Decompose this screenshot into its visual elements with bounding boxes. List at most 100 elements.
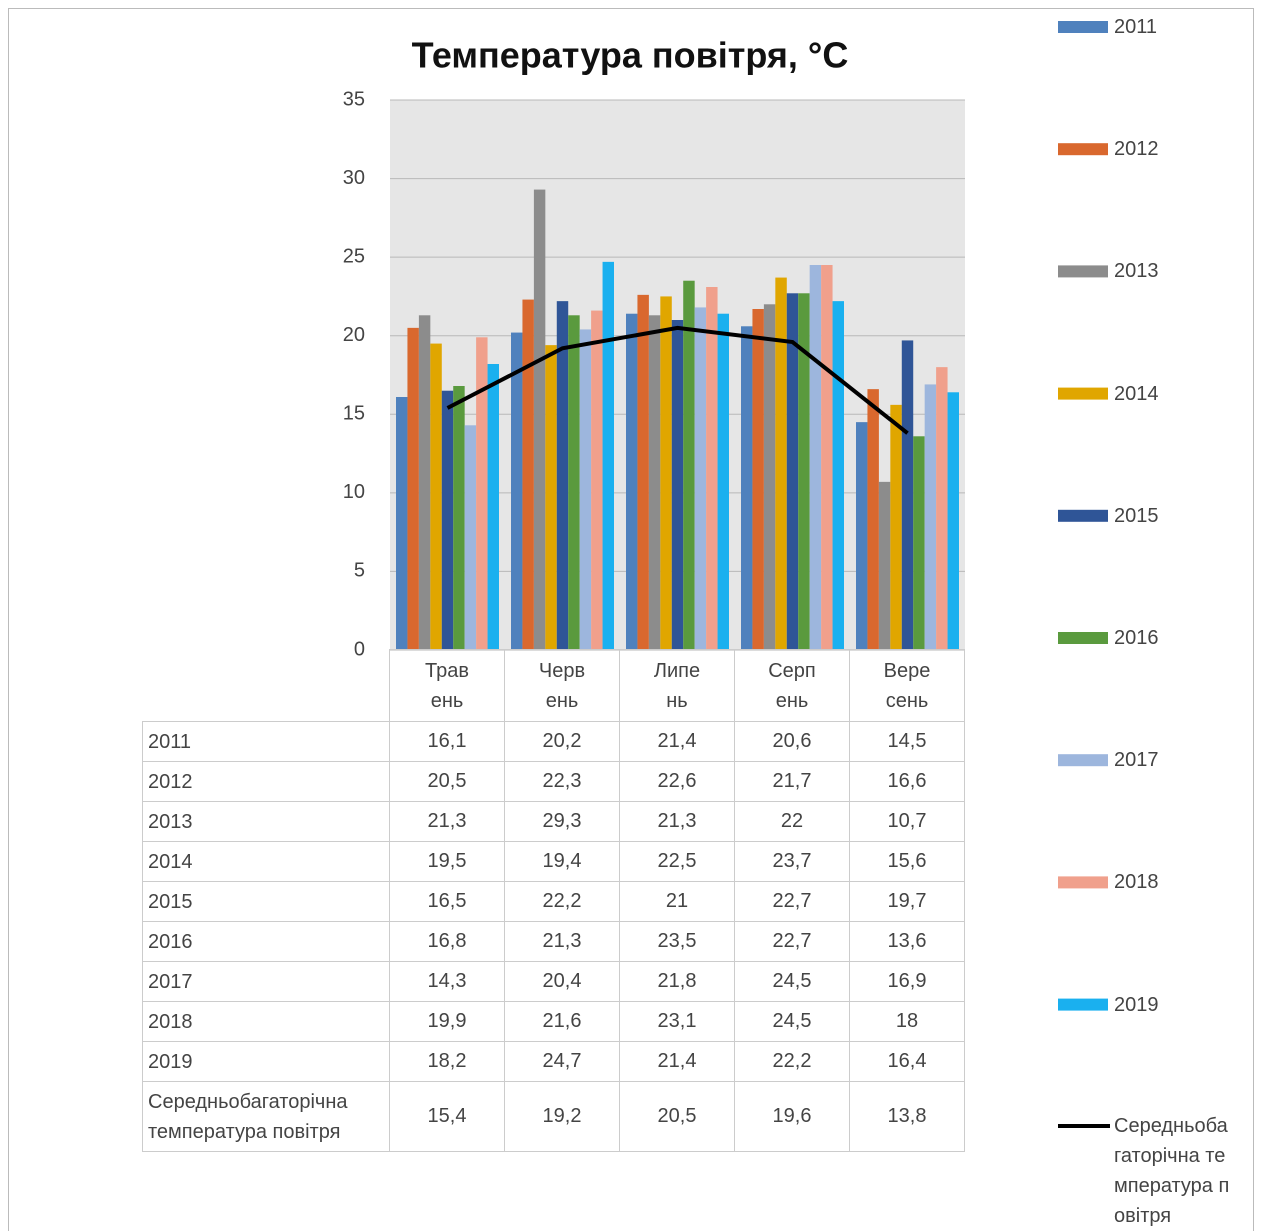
table-cell: 13,8 — [849, 1081, 965, 1152]
bar — [476, 337, 488, 650]
category-cell: Вересень — [849, 649, 965, 722]
table-cell: 22 — [734, 801, 850, 842]
category-cell: Травень — [389, 649, 505, 722]
table-cell: 20,5 — [619, 1081, 735, 1152]
table-cell: 21,7 — [734, 761, 850, 802]
y-tick-label: 20 — [343, 324, 365, 346]
table-cell: 21,3 — [619, 801, 735, 842]
table-row-label: 2015 — [142, 881, 390, 922]
legend-label: 2015 — [1114, 504, 1159, 527]
x-tick-label: Травень — [425, 659, 469, 712]
table-cell: 16,1 — [389, 721, 505, 762]
table-cell: 21,3 — [389, 801, 505, 842]
table-cell: 21,4 — [619, 721, 735, 762]
table-cell: 24,5 — [734, 1001, 850, 1042]
bar — [821, 265, 833, 650]
legend-swatch — [1058, 143, 1108, 156]
bar — [694, 307, 707, 650]
table-cell: 20,2 — [504, 721, 620, 762]
bar — [626, 313, 638, 650]
bar — [763, 304, 776, 650]
table-cell: 21 — [619, 881, 735, 922]
table-cell: 18,2 — [389, 1041, 505, 1082]
table-cell: 20,6 — [734, 721, 850, 762]
table-cell: 16,4 — [849, 1041, 965, 1082]
table-cell: 21,3 — [504, 921, 620, 962]
x-tick-label: Серпень — [768, 659, 816, 712]
legend-label: 2012 — [1114, 138, 1159, 161]
legend-swatch — [1058, 21, 1108, 33]
bar — [568, 315, 580, 650]
table-cell: 19,6 — [734, 1081, 850, 1152]
table-cell: 29,3 — [504, 801, 620, 842]
table-cell: 19,9 — [389, 1001, 505, 1042]
table-cell: 23,7 — [734, 841, 850, 882]
legend-label: 2018 — [1114, 871, 1159, 894]
bar — [809, 265, 822, 650]
bar — [579, 329, 592, 650]
y-tick-label: 30 — [343, 167, 365, 189]
bar — [591, 310, 603, 650]
table-cell: 22,3 — [504, 761, 620, 802]
y-tick-label: 35 — [343, 88, 365, 110]
chart-title: Температура повітря, °С — [412, 35, 849, 76]
x-tick-label: Червень — [538, 659, 586, 712]
bar — [683, 280, 695, 650]
table-cell: 21,6 — [504, 1001, 620, 1042]
table-row-label: 2012 — [142, 761, 390, 802]
bar — [752, 309, 764, 650]
legend-swatch — [1058, 998, 1108, 1011]
legend-label: 2016 — [1114, 627, 1159, 649]
table-cell: 10,7 — [849, 801, 965, 842]
bar — [487, 364, 499, 650]
table-cell: 16,6 — [849, 761, 965, 802]
bar — [867, 389, 879, 650]
table-cell: 22,2 — [734, 1041, 850, 1082]
table-row-label: Середньобагаторічна температура повітря — [142, 1081, 390, 1152]
table-cell: 19,7 — [849, 881, 965, 922]
bar — [533, 189, 546, 651]
legend-swatch — [1058, 754, 1108, 767]
bar — [511, 332, 523, 650]
table-cell: 20,4 — [504, 961, 620, 1002]
table-cell: 14,3 — [389, 961, 505, 1002]
table-cell: 21,8 — [619, 961, 735, 1002]
bar — [464, 425, 477, 650]
bar — [648, 315, 661, 650]
table-row-label: 2019 — [142, 1041, 390, 1082]
legend-label: 2019 — [1114, 993, 1159, 1016]
table-cell: 22,2 — [504, 881, 620, 922]
table-row-label: 2011 — [142, 721, 390, 762]
category-cell: Червень — [504, 649, 620, 722]
table-cell: 19,4 — [504, 841, 620, 882]
legend-swatch — [1058, 265, 1108, 278]
y-tick-label: 25 — [343, 245, 365, 267]
bar — [545, 345, 557, 650]
table-cell: 22,7 — [734, 881, 850, 922]
table-row-label: 2014 — [142, 841, 390, 882]
bar — [671, 320, 684, 650]
bar — [936, 367, 948, 650]
bar — [441, 390, 454, 650]
frame — [8, 8, 1254, 1231]
line — [446, 325, 909, 435]
table-row-label: 2017 — [142, 961, 390, 1002]
bar — [856, 422, 868, 650]
legend-label: 2014 — [1114, 382, 1159, 405]
table-cell: 24,5 — [734, 961, 850, 1002]
table-cell: 19,5 — [389, 841, 505, 882]
table-cell: 13,6 — [849, 921, 965, 962]
table-cell: 21,4 — [619, 1041, 735, 1082]
table-cell: 14,5 — [849, 721, 965, 762]
bar — [453, 386, 465, 650]
table-cell: 15,6 — [849, 841, 965, 882]
table-cell: 16,9 — [849, 961, 965, 1002]
table-cell: 16,8 — [389, 921, 505, 962]
bar — [407, 327, 419, 650]
legend-swatch — [1058, 387, 1108, 400]
category-cell: Серпень — [734, 649, 850, 722]
table-row-label: 2016 — [142, 921, 390, 962]
table-cell: 24,7 — [504, 1041, 620, 1082]
bar — [890, 404, 902, 650]
